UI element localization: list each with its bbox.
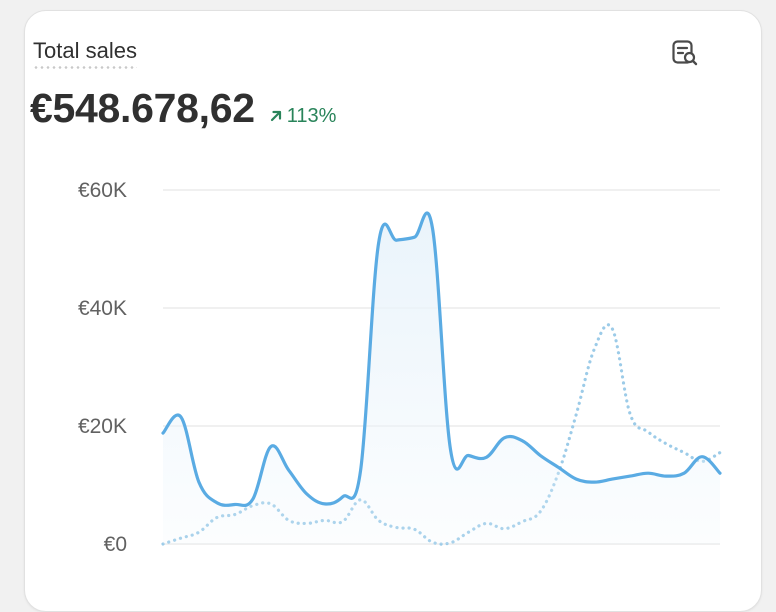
- data-point-current: [377, 242, 379, 244]
- y-tick-label: €0: [104, 533, 127, 556]
- data-point-current: [701, 456, 703, 458]
- total-sales-value: €548.678,62: [30, 85, 255, 131]
- data-point-current: [216, 502, 218, 504]
- data-point-current: [683, 472, 685, 474]
- data-point-comparison: [593, 348, 595, 350]
- data-point-current: [431, 227, 433, 229]
- data-point-current: [629, 475, 631, 477]
- series-area: [163, 212, 720, 544]
- data-point-current: [449, 448, 451, 450]
- data-point-current: [198, 481, 200, 483]
- data-point-current: [521, 440, 523, 442]
- data-point-comparison: [629, 413, 631, 415]
- data-point-current: [611, 478, 613, 480]
- data-point-current: [647, 472, 649, 474]
- data-point-current: [306, 493, 308, 495]
- data-point-comparison: [611, 327, 613, 329]
- data-point-comparison: [647, 431, 649, 433]
- arrow-up-right-icon: [270, 110, 281, 122]
- data-point-comparison: [575, 413, 577, 415]
- report-search-icon[interactable]: [669, 37, 699, 67]
- summary-row: €548.678,62 113%: [30, 85, 336, 132]
- series-line-current: [161, 211, 722, 508]
- y-tick-label: €40K: [78, 297, 127, 320]
- data-point-comparison: [665, 443, 667, 445]
- data-point-comparison: [719, 451, 721, 453]
- change-indicator: 113%: [269, 105, 337, 128]
- data-point-current: [539, 454, 541, 456]
- data-point-current: [252, 498, 254, 500]
- data-point-current: [575, 478, 577, 480]
- data-point-current: [485, 456, 487, 458]
- data-point-current: [395, 239, 397, 241]
- data-point-current: [270, 445, 272, 447]
- card-title[interactable]: Total sales: [33, 40, 137, 69]
- data-point-comparison: [683, 451, 685, 453]
- data-point-current: [503, 437, 505, 439]
- data-point-current: [162, 432, 164, 434]
- data-point-current: [557, 466, 559, 468]
- change-percent: 113%: [286, 105, 337, 127]
- y-tick-label: €60K: [78, 179, 127, 202]
- data-point-current: [288, 469, 290, 471]
- data-point-current: [324, 503, 326, 505]
- data-point-current: [180, 416, 182, 418]
- data-point-current: [234, 503, 236, 505]
- data-point-current: [467, 454, 469, 456]
- data-point-current: [719, 472, 721, 474]
- data-point-current: [413, 236, 415, 238]
- data-point-current: [342, 496, 344, 498]
- y-tick-label: €20K: [78, 415, 127, 438]
- sales-line-chart: €0 €20K €40K €60K: [78, 179, 722, 556]
- data-point-current: [359, 469, 361, 471]
- data-point-current: [593, 481, 595, 483]
- data-point-current: [665, 475, 667, 477]
